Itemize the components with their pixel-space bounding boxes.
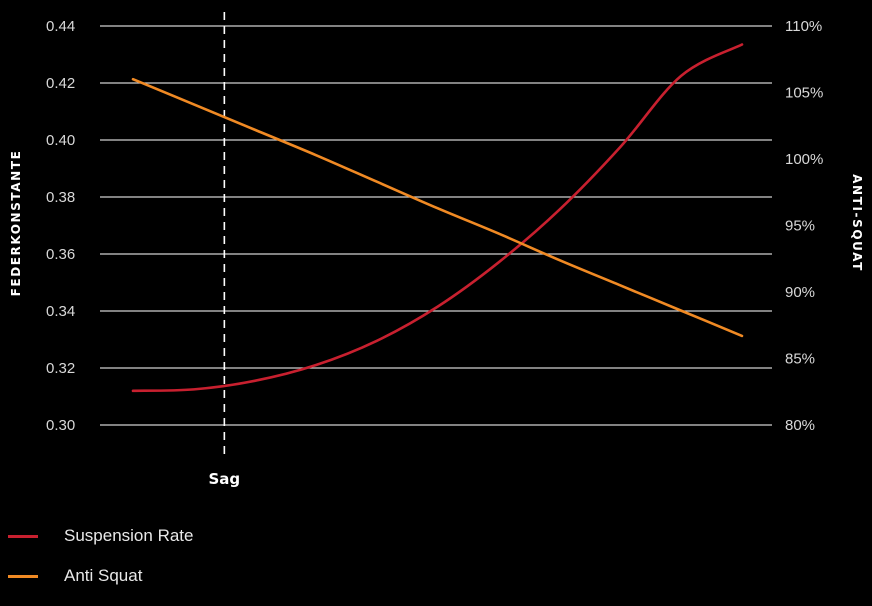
grid bbox=[100, 25, 772, 426]
legend-label: Suspension Rate bbox=[64, 526, 194, 545]
left-tick-label: 0.34 bbox=[46, 303, 75, 320]
series-lines bbox=[131, 43, 744, 393]
left-axis-ticks: 0.30 0.32 0.34 0.36 0.38 0.40 0.42 0.44 bbox=[46, 18, 75, 434]
left-tick-label: 0.42 bbox=[46, 75, 75, 92]
legend-swatch-anti-squat bbox=[8, 574, 38, 578]
chart: 0.30 0.32 0.34 0.36 0.38 0.40 0.42 0.44 80% 85% 9… bbox=[9, 12, 864, 488]
sag-marker-label: Sag bbox=[209, 470, 241, 488]
legend-label: Anti Squat bbox=[64, 566, 143, 585]
left-tick-label: 0.36 bbox=[46, 246, 75, 263]
right-tick-label: 80% bbox=[785, 417, 815, 434]
right-tick-label: 105% bbox=[785, 85, 823, 102]
series-line-suspension-rate bbox=[131, 43, 744, 393]
left-tick-label: 0.38 bbox=[46, 189, 75, 206]
right-tick-label: 110% bbox=[785, 18, 822, 35]
left-tick-label: 0.40 bbox=[46, 132, 75, 149]
left-tick-label: 0.44 bbox=[46, 18, 75, 35]
right-axis-title: ANTI-SQUAT bbox=[850, 174, 864, 272]
series-line-anti-squat bbox=[131, 77, 744, 338]
right-tick-label: 85% bbox=[785, 351, 815, 368]
legend-item-anti-squat: Anti Squat bbox=[8, 566, 193, 586]
legend: Suspension Rate Anti Squat bbox=[8, 526, 193, 606]
right-tick-label: 100% bbox=[785, 151, 823, 168]
right-tick-label: 95% bbox=[785, 218, 815, 235]
right-axis-ticks: 80% 85% 90% 95% 100% 105% 110% bbox=[785, 18, 823, 434]
left-tick-label: 0.32 bbox=[46, 360, 75, 377]
left-axis-title: FEDERKONSTANTE bbox=[9, 150, 23, 297]
legend-item-suspension-rate: Suspension Rate bbox=[8, 526, 193, 546]
left-tick-label: 0.30 bbox=[46, 417, 75, 434]
right-tick-label: 90% bbox=[785, 284, 815, 301]
legend-swatch-suspension-rate bbox=[8, 534, 38, 538]
